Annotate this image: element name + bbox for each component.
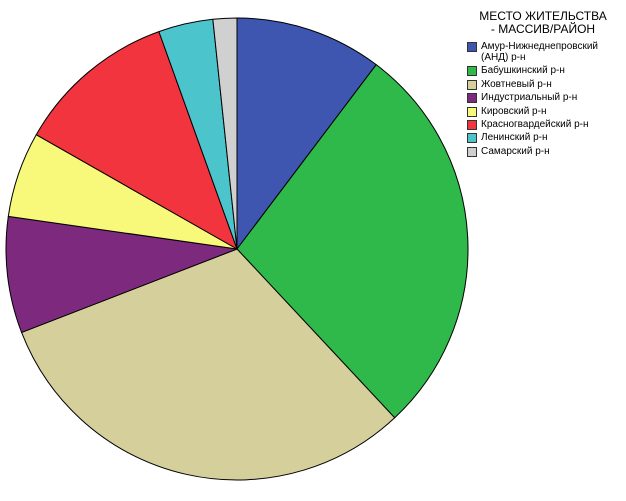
pie-slice-4: [5, 215, 238, 333]
legend-label: Амур-Нижнеднепровский (АНД) р-н: [481, 41, 599, 63]
legend-item-6: Красногвардейский р-н: [464, 119, 622, 130]
legend-swatch: [467, 106, 477, 117]
legend-label: Жовтневый р-н: [481, 78, 552, 90]
pie-slice-6: [35, 31, 238, 250]
legend-swatch: [467, 133, 477, 144]
legend-title: МЕСТО ЖИТЕЛЬСТВА - МАССИВ/РАЙОН: [464, 10, 622, 36]
legend-item-5: Кировский р-н: [464, 106, 622, 117]
legend-label: Индустриальный р-н: [481, 92, 578, 104]
legend-item-3: Жовтневый р-н: [464, 79, 622, 90]
legend-title-line-2: - МАССИВ/РАЙОН: [490, 22, 596, 36]
legend: МЕСТО ЖИТЕЛЬСТВА - МАССИВ/РАЙОН Амур-Ниж…: [464, 10, 622, 159]
legend-swatch: [467, 42, 477, 52]
legend-item-7: Ленинский р-н: [464, 132, 622, 144]
legend-item-8: Самарский р-н: [464, 146, 622, 157]
legend-label: Красногвардейский р-н: [481, 118, 589, 130]
pie-slice-2: [236, 64, 469, 419]
legend-label: Самарский р-н: [481, 145, 550, 157]
legend-label: Ленинский р-н: [481, 132, 548, 144]
legend-item-1: Амур-Нижнеднепровский (АНД) р-н: [464, 41, 622, 63]
legend-label: Бабушкинский р-н: [481, 65, 565, 77]
legend-swatch: [467, 79, 477, 90]
pie-slice-8: [212, 17, 238, 250]
legend-swatch: [467, 119, 477, 130]
pie-slice-1: [236, 17, 377, 250]
legend-title-line-1: МЕСТО ЖИТЕЛЬСТВА: [479, 9, 607, 23]
legend-item-4: Индустриальный р-н: [464, 92, 622, 104]
legend-swatch: [467, 146, 477, 157]
pie-slice-3: [21, 248, 396, 481]
legend-item-2: Бабушкинский р-н: [464, 65, 622, 77]
legend-swatch: [467, 93, 477, 104]
legend-swatch: [467, 66, 477, 77]
legend-label: Кировский р-н: [481, 105, 547, 117]
